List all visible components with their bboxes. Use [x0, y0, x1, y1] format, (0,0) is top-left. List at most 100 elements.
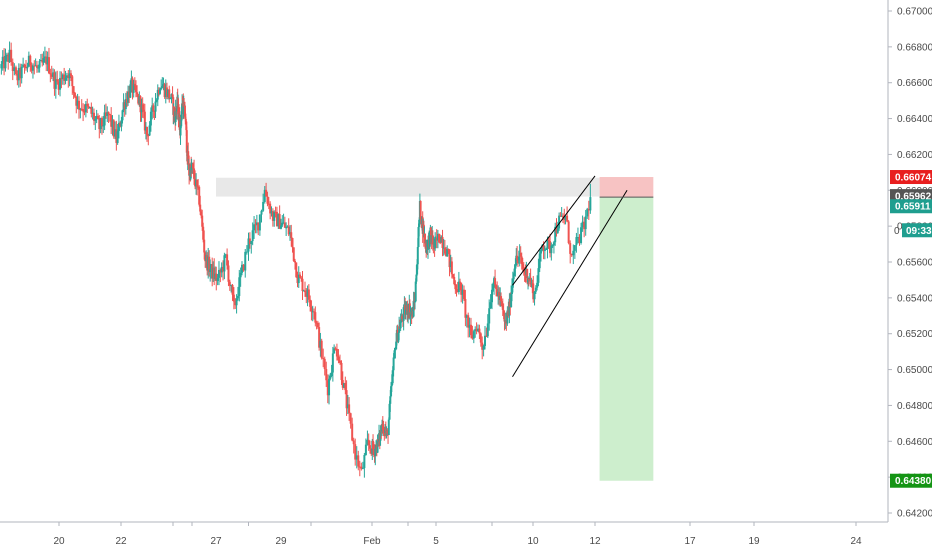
- candle: [302, 289, 305, 292]
- candle-body: [570, 253, 573, 256]
- candle-body: [7, 54, 10, 62]
- candle: [114, 121, 117, 140]
- candle-body: [500, 301, 503, 306]
- candle: [258, 214, 261, 236]
- candle-body: [474, 329, 477, 332]
- candle: [304, 281, 306, 297]
- candle-body: [31, 65, 34, 71]
- candle: [253, 216, 256, 239]
- y-tick-label: 0.67000: [897, 7, 932, 18]
- candle-body: [20, 66, 23, 79]
- candle: [310, 300, 313, 321]
- candle: [8, 41, 11, 64]
- candle-body: [379, 430, 382, 441]
- covered-tick-fragment: 0: [894, 226, 900, 237]
- candle-body: [64, 77, 67, 81]
- candle-body: [234, 301, 237, 306]
- candle: [285, 222, 288, 236]
- candle: [232, 287, 235, 310]
- candle: [228, 279, 231, 291]
- candle: [41, 53, 44, 67]
- candle: [456, 281, 459, 293]
- candle: [505, 312, 508, 331]
- candle-body: [11, 62, 14, 72]
- candle-body: [219, 269, 222, 273]
- candle-body: [262, 201, 265, 211]
- candle-body: [533, 291, 536, 300]
- candle: [106, 106, 109, 123]
- candle-body: [522, 268, 525, 271]
- candle-body: [307, 289, 310, 300]
- candle-body: [344, 383, 347, 391]
- candle-body: [201, 215, 204, 227]
- x-tick-label: 17: [684, 536, 696, 547]
- candle-body: [513, 268, 516, 274]
- candle: [314, 306, 317, 327]
- candle-body: [301, 278, 304, 291]
- candle: [57, 79, 60, 95]
- candle-body: [581, 221, 584, 228]
- candle: [192, 162, 195, 175]
- candle: [209, 259, 212, 282]
- candle-body: [434, 238, 437, 249]
- candle-body: [241, 264, 243, 273]
- candle-body: [583, 221, 586, 230]
- candle-body: [91, 112, 94, 114]
- candle-body: [449, 261, 452, 268]
- candle: [412, 291, 415, 318]
- candle-body: [29, 55, 32, 66]
- candle: [157, 87, 160, 97]
- candle: [124, 92, 127, 115]
- candle: [271, 208, 274, 227]
- candle-body: [295, 262, 298, 278]
- candle-body: [475, 329, 478, 332]
- candle-body: [422, 224, 425, 238]
- y-tick-label: 0.65600: [897, 258, 932, 269]
- candle-body: [560, 215, 563, 217]
- candle-body: [194, 178, 197, 187]
- candle-body: [559, 215, 562, 217]
- candle: [552, 240, 555, 254]
- candle-body: [331, 353, 334, 373]
- candle: [269, 201, 272, 220]
- candle: [185, 126, 188, 157]
- candle-body: [445, 253, 448, 257]
- candle: [152, 103, 155, 118]
- candle: [465, 314, 468, 328]
- candle: [98, 115, 101, 139]
- candle: [148, 121, 151, 137]
- candle-body: [514, 265, 517, 269]
- candle-body: [572, 250, 575, 256]
- y-tick-label: 0.64200: [897, 509, 932, 520]
- y-tick-label: 0.66600: [897, 78, 932, 89]
- candle-body: [1, 56, 4, 65]
- candle: [149, 107, 152, 132]
- candle-body: [266, 196, 269, 204]
- candle: [110, 107, 113, 134]
- candle-body: [203, 239, 206, 253]
- candle-body: [390, 386, 393, 397]
- candle-body: [56, 79, 59, 82]
- candle-body: [223, 255, 226, 272]
- candle-body: [59, 77, 62, 90]
- candle: [567, 220, 570, 245]
- candle-body: [389, 396, 392, 404]
- candle-body: [508, 298, 511, 316]
- candle-body: [27, 55, 30, 67]
- x-tick-label: 20: [53, 536, 65, 547]
- candle: [311, 305, 314, 322]
- candle-body: [453, 277, 456, 285]
- candle-body: [260, 210, 263, 215]
- candle: [292, 247, 295, 262]
- candle: [257, 222, 260, 236]
- candle-body: [414, 281, 417, 302]
- candle-body: [536, 282, 539, 288]
- candle: [146, 126, 148, 142]
- candle-body: [22, 64, 25, 67]
- candle-body: [578, 236, 581, 243]
- candle: [226, 248, 229, 270]
- candle: [584, 209, 587, 236]
- candle: [30, 62, 33, 74]
